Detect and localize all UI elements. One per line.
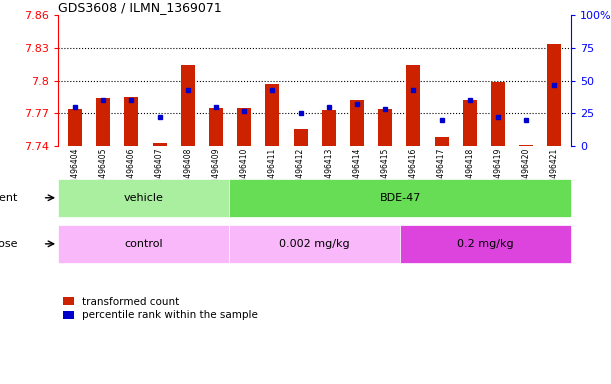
Bar bbox=[400, 225, 571, 263]
Text: vehicle: vehicle bbox=[123, 193, 164, 203]
Bar bbox=[237, 108, 251, 146]
Bar bbox=[209, 108, 223, 146]
Bar bbox=[293, 129, 307, 146]
Text: control: control bbox=[124, 239, 163, 249]
Bar bbox=[153, 143, 167, 146]
Bar bbox=[181, 65, 195, 146]
Bar bbox=[229, 225, 400, 263]
Bar bbox=[406, 65, 420, 146]
Text: BDE-47: BDE-47 bbox=[379, 193, 421, 203]
Legend: transformed count, percentile rank within the sample: transformed count, percentile rank withi… bbox=[64, 297, 258, 320]
Bar bbox=[58, 179, 229, 217]
Bar bbox=[434, 137, 448, 146]
Bar bbox=[378, 109, 392, 146]
Bar bbox=[547, 44, 562, 146]
Bar bbox=[519, 145, 533, 146]
Bar bbox=[265, 84, 279, 146]
Text: 0.002 mg/kg: 0.002 mg/kg bbox=[279, 239, 350, 249]
Bar bbox=[322, 110, 336, 146]
Text: dose: dose bbox=[0, 239, 17, 249]
Bar bbox=[491, 82, 505, 146]
Bar bbox=[124, 97, 139, 146]
Bar bbox=[96, 98, 110, 146]
Bar bbox=[58, 225, 229, 263]
Text: GDS3608 / ILMN_1369071: GDS3608 / ILMN_1369071 bbox=[58, 1, 222, 14]
Text: 0.2 mg/kg: 0.2 mg/kg bbox=[458, 239, 514, 249]
Bar bbox=[68, 109, 82, 146]
Bar bbox=[350, 100, 364, 146]
Text: agent: agent bbox=[0, 193, 17, 203]
Bar bbox=[229, 179, 571, 217]
Bar bbox=[463, 100, 477, 146]
